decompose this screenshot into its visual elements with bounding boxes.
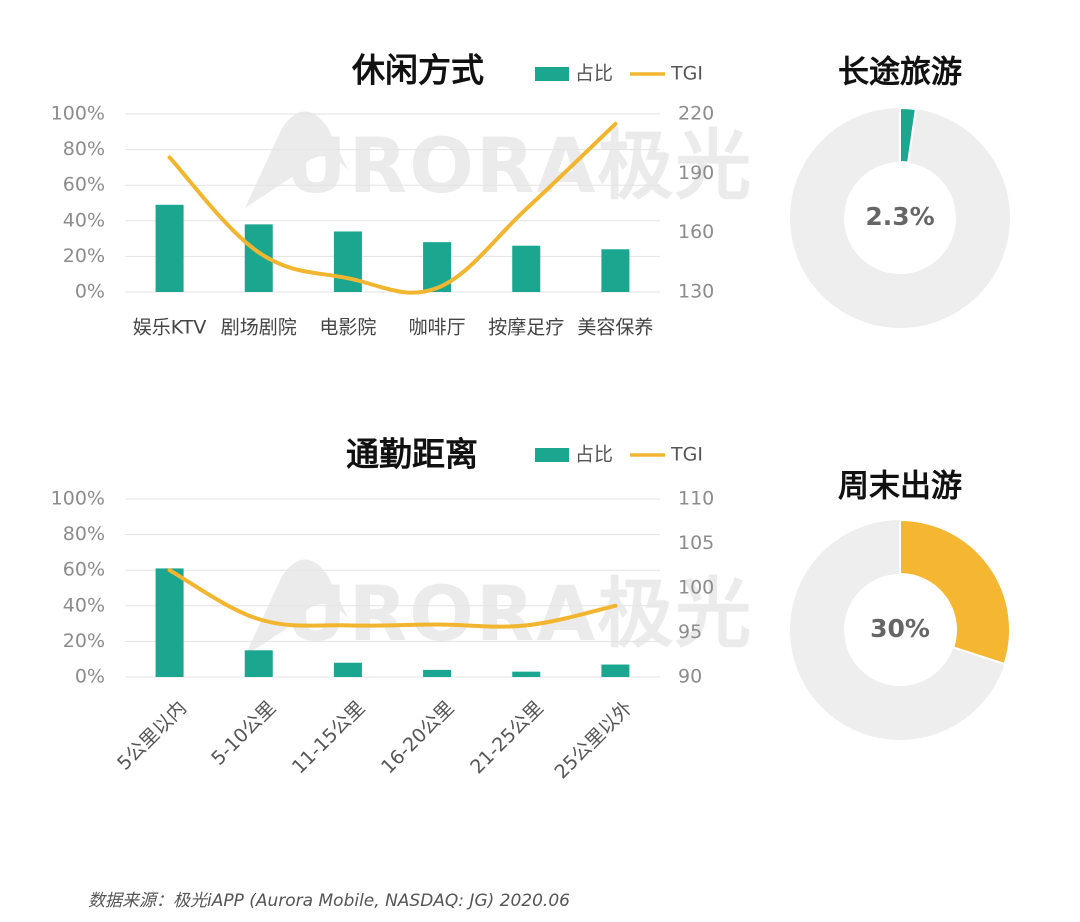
watermark: URORA极光 (245, 559, 753, 658)
commute-category-label: 5-10公里 (207, 697, 280, 770)
commute-left-tick: 80% (63, 523, 105, 545)
weekend_trip-slice (899, 518, 1012, 666)
leisure-legend-bar-swatch (535, 67, 569, 81)
source-note: 数据来源：极光iAPP (Aurora Mobile, NASDAQ: JG) … (88, 891, 570, 911)
leisure-category-label: 剧场剧院 (221, 317, 297, 339)
leisure-legend-line-label: TGI (670, 63, 703, 85)
leisure-right-tick: 190 (678, 162, 714, 184)
commute-left-tick: 0% (75, 666, 105, 688)
leisure-left-tick: 40% (63, 209, 105, 231)
leisure-category-label: 娱乐KTV (133, 317, 207, 339)
commute-right-tick: 105 (678, 532, 714, 554)
commute-category-label: 16-20公里 (377, 697, 458, 778)
leisure-category-label: 美容保养 (577, 317, 653, 339)
watermark: URORA极光 (245, 111, 753, 210)
aurora-logo-icon (245, 111, 348, 208)
weekend_trip-value-label: 30% (870, 614, 930, 643)
leisure-category-label: 按摩足疗 (488, 317, 564, 339)
long_trip-value-label: 2.3% (865, 202, 934, 231)
commute-left-tick: 20% (63, 630, 105, 652)
leisure-category-label: 电影院 (319, 317, 376, 339)
leisure-right-tick: 160 (678, 221, 714, 243)
watermark-text: URORA极光 (285, 569, 753, 658)
leisure-left-tick: 100% (51, 103, 105, 125)
commute-left-tick: 60% (63, 559, 105, 581)
commute-legend-bar-swatch (535, 448, 569, 462)
aurora-logo-icon (245, 559, 348, 656)
weekend_trip-title: 周末出游 (838, 469, 962, 505)
leisure-left-tick: 0% (75, 281, 105, 303)
commute-category-label: 11-15公里 (288, 697, 369, 778)
commute-legend-line-label: TGI (670, 444, 703, 466)
commute-legend-bar-label: 占比 (575, 444, 613, 466)
leisure-bar (601, 249, 630, 292)
commute-category-label: 25公里以外 (550, 697, 636, 783)
leisure-right-tick: 220 (678, 103, 714, 125)
commute-bar (244, 650, 273, 677)
commute-right-tick: 90 (678, 666, 702, 688)
commute-right-tick: 100 (678, 577, 714, 599)
long_trip-title: 长途旅游 (838, 55, 962, 91)
commute-category-label: 21-25公里 (466, 697, 547, 778)
leisure-tgi-line (167, 121, 618, 295)
leisure-legend-bar-label: 占比 (575, 63, 613, 85)
commute-bar (333, 662, 362, 677)
leisure-bar (512, 245, 541, 292)
commute-right-tick: 110 (678, 488, 714, 510)
leisure-title: 休闲方式 (351, 51, 484, 90)
commute-tgi-line (167, 568, 618, 629)
commute-bar (512, 671, 541, 677)
commute-bar (423, 669, 452, 677)
leisure-left-tick: 60% (63, 174, 105, 196)
leisure-left-tick: 80% (63, 138, 105, 160)
watermark-text: URORA极光 (285, 121, 753, 210)
commute-left-tick: 40% (63, 594, 105, 616)
commute-category-label: 5公里以内 (113, 697, 191, 775)
leisure-left-tick: 20% (63, 245, 105, 267)
leisure-category-label: 咖啡厅 (409, 317, 466, 339)
commute-bar (155, 568, 184, 677)
leisure-bar (333, 231, 362, 292)
leisure-bar (155, 204, 184, 292)
commute-title: 通勤距离 (346, 435, 478, 474)
commute-bar (601, 664, 630, 677)
commute-right-tick: 95 (678, 621, 702, 643)
leisure-right-tick: 130 (678, 281, 714, 303)
commute-left-tick: 100% (51, 488, 105, 510)
long_trip-slice (899, 106, 917, 164)
